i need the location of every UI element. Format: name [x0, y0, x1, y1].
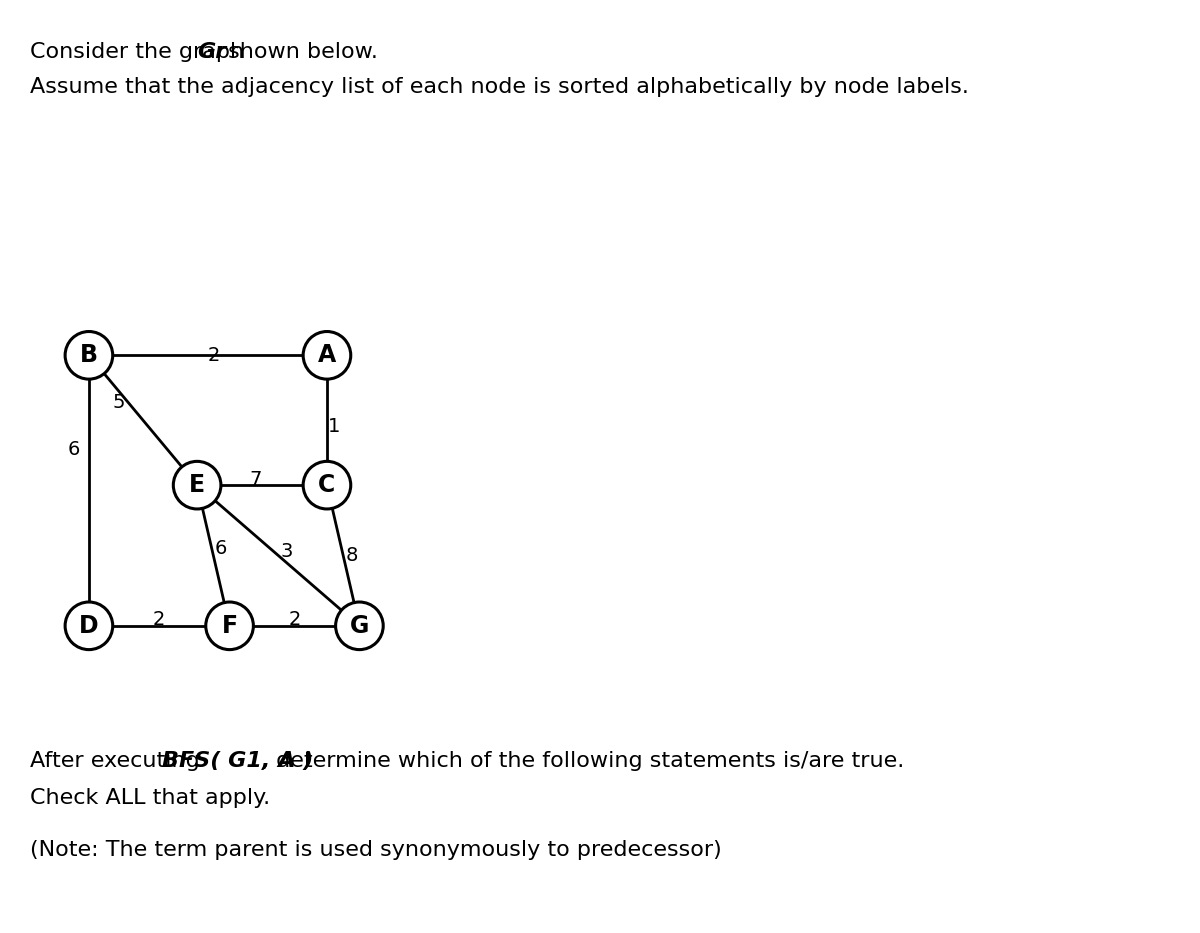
- Text: Check ALL that apply.: Check ALL that apply.: [30, 788, 270, 808]
- Text: (Note: The term parent is used synonymously to predecessor): (Note: The term parent is used synonymou…: [30, 840, 721, 859]
- Text: 7: 7: [250, 470, 262, 489]
- Text: 2: 2: [288, 610, 301, 629]
- Text: 1: 1: [329, 417, 341, 437]
- Text: B: B: [80, 343, 98, 368]
- Circle shape: [205, 602, 253, 649]
- Text: shown below.: shown below.: [221, 42, 378, 62]
- Text: , determine which of the following statements is/are true.: , determine which of the following state…: [262, 751, 904, 771]
- Text: Consider the graph: Consider the graph: [30, 42, 251, 62]
- Text: F: F: [222, 614, 238, 638]
- Text: 2: 2: [208, 346, 220, 365]
- Circle shape: [336, 602, 383, 649]
- Text: 6: 6: [67, 440, 80, 459]
- Circle shape: [65, 602, 113, 649]
- Text: A: A: [318, 343, 336, 368]
- Circle shape: [304, 461, 350, 509]
- Circle shape: [304, 331, 350, 379]
- Circle shape: [65, 331, 113, 379]
- Text: BFS( G1, A ): BFS( G1, A ): [162, 751, 313, 771]
- Text: 8: 8: [346, 546, 358, 565]
- Text: After executing: After executing: [30, 751, 206, 771]
- Text: E: E: [190, 473, 205, 497]
- Text: G: G: [349, 614, 370, 638]
- Text: Assume that the adjacency list of each node is sorted alphabetically by node lab: Assume that the adjacency list of each n…: [30, 77, 968, 96]
- Circle shape: [173, 461, 221, 509]
- Text: D: D: [79, 614, 98, 638]
- Text: 3: 3: [281, 542, 293, 561]
- Text: C: C: [318, 473, 336, 497]
- Text: 6: 6: [214, 539, 227, 558]
- Text: 2: 2: [154, 610, 166, 629]
- Text: 5: 5: [113, 394, 126, 412]
- Text: Gr: Gr: [197, 42, 226, 62]
